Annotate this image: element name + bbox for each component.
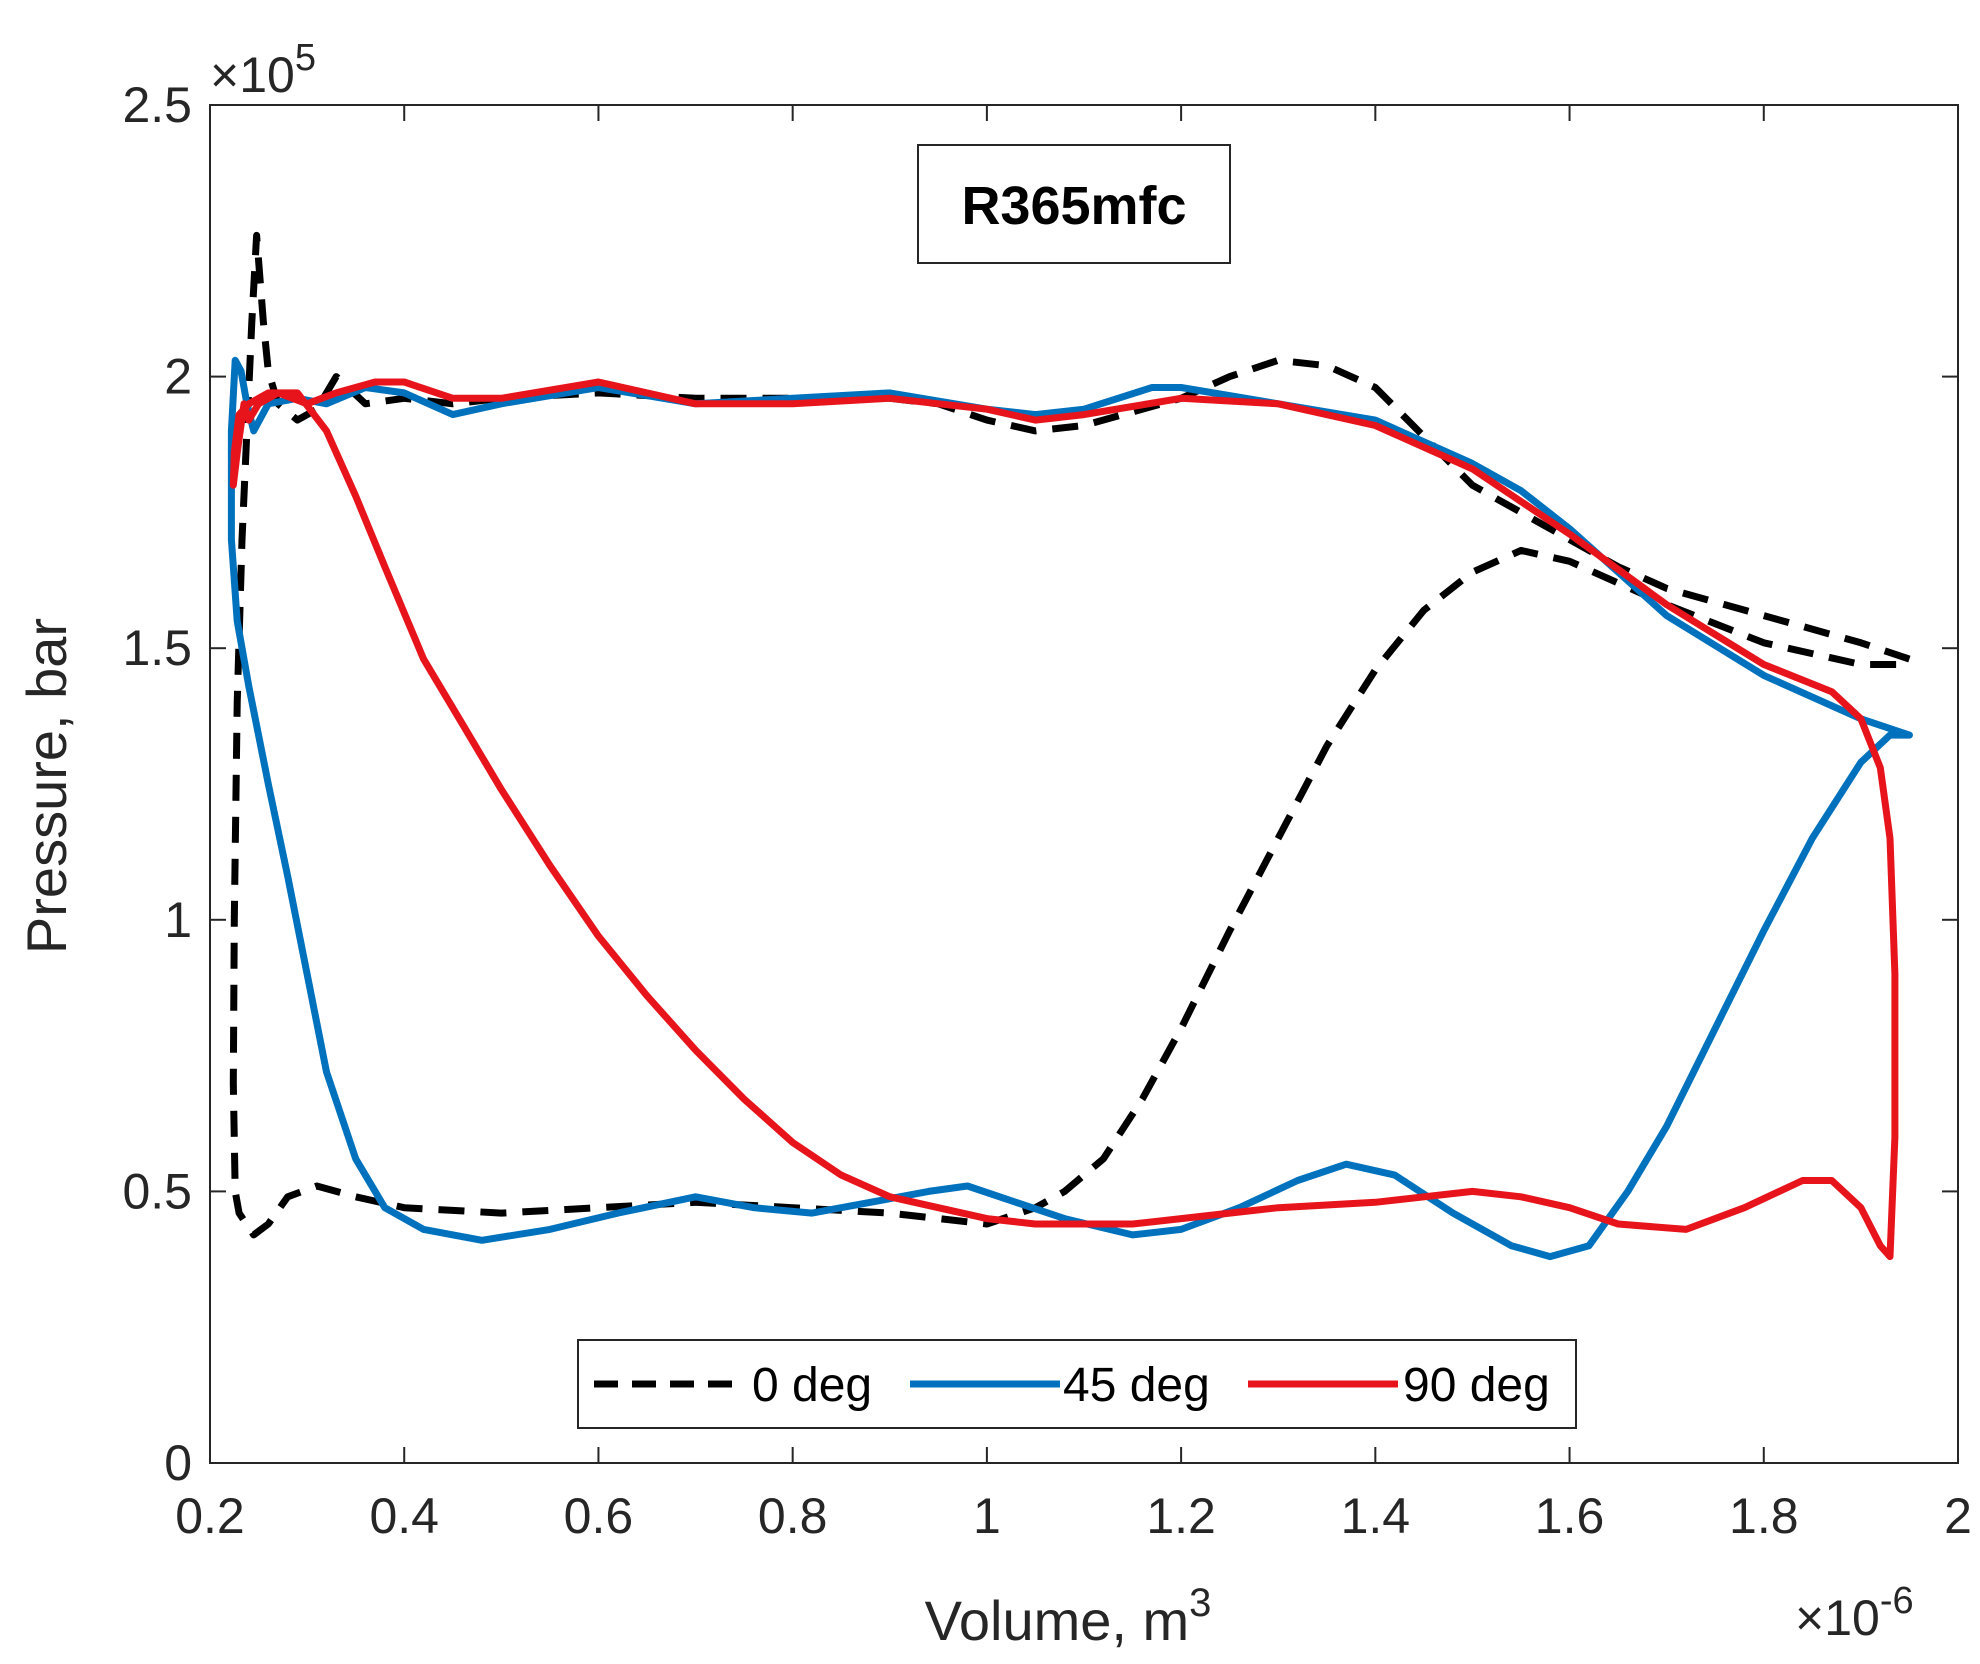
- legend: 0 deg 45 deg 90 deg: [577, 1339, 1577, 1429]
- y-exponent-base: ×10: [210, 47, 295, 103]
- y-tick-labels: 0 0.5 1 1.5 2 2.5: [122, 77, 192, 1491]
- x-tick-label: 1.2: [1146, 1488, 1216, 1544]
- y-tick-label: 2: [164, 349, 192, 405]
- x-tick-label: 0.8: [758, 1488, 828, 1544]
- y-tick-label: 1: [164, 892, 192, 948]
- x-tick-label: 1.4: [1341, 1488, 1411, 1544]
- x-tick-label: 0.2: [175, 1488, 245, 1544]
- y-tick-label: 1.5: [122, 620, 192, 676]
- title-box-border: [917, 144, 1231, 264]
- y-exponent-power: 5: [295, 37, 316, 79]
- y-tick-label: 2.5: [122, 77, 192, 133]
- x-exponent-base: ×10: [1795, 1590, 1880, 1646]
- series-layer: [227, 231, 1913, 1261]
- legend-label-0-deg: 0 deg: [752, 1359, 872, 1412]
- x-tick-label: 0.6: [564, 1488, 634, 1544]
- x-tick-label: 1: [973, 1488, 1001, 1544]
- legend-label-90-deg: 90 deg: [1403, 1359, 1550, 1412]
- x-tick-label: 1.6: [1535, 1488, 1605, 1544]
- x-tick-labels: 0.2 0.4 0.6 0.8 1 1.2 1.4 1.6 1.8 2: [175, 1488, 1972, 1544]
- series-line-0-deg: [229, 231, 1911, 1239]
- x-exponent-label: ×10-6: [1795, 1580, 1914, 1646]
- x-axis-label: Volume, m3: [925, 1581, 1212, 1652]
- x-axis-label-superscript: 3: [1189, 1581, 1211, 1625]
- legend-border: [577, 1339, 1577, 1429]
- y-tick-label: 0.5: [122, 1163, 192, 1219]
- y-exponent-label: ×105: [210, 37, 316, 103]
- series-line-45-deg: [227, 356, 1913, 1261]
- series-line-90-deg: [229, 378, 1899, 1261]
- x-tick-label: 2: [1944, 1488, 1972, 1544]
- y-axis-label: Pressure, bar: [15, 618, 78, 954]
- x-tick-label: 0.4: [369, 1488, 439, 1544]
- legend-label-45-deg: 45 deg: [1063, 1359, 1210, 1412]
- plot-area-border: [209, 104, 1959, 1464]
- x-axis-label-text: Volume, m: [925, 1589, 1190, 1652]
- title-box: R365mfc: [917, 144, 1231, 264]
- y-tick-label: 0: [164, 1435, 192, 1491]
- chart-title: R365mfc: [961, 176, 1186, 236]
- x-exponent-power: -6: [1880, 1580, 1914, 1622]
- x-tick-label: 1.8: [1729, 1488, 1799, 1544]
